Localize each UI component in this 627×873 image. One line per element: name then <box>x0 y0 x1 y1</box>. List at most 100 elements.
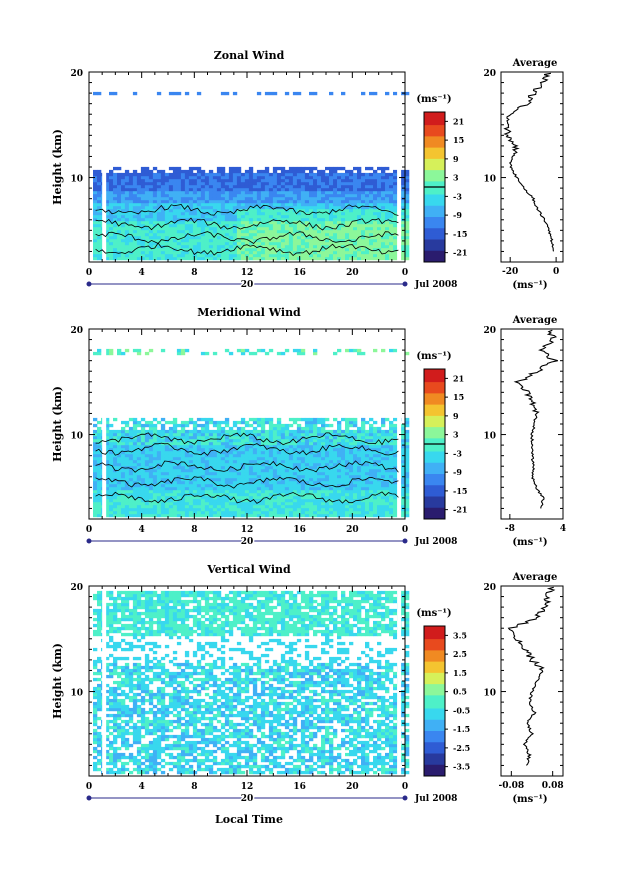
heatmap-cell <box>296 513 302 518</box>
heatmap-cell <box>184 435 190 440</box>
heatmap-cell <box>377 190 382 195</box>
heatmap-cell <box>309 253 314 258</box>
heatmap-cell <box>268 465 274 470</box>
heatmap-cell <box>304 190 310 195</box>
heatmap-cell <box>317 504 322 509</box>
heatmap-cell <box>264 510 270 515</box>
colorbar-segment <box>424 128 445 132</box>
heatmap-cell <box>117 256 122 261</box>
heatmap-cell <box>188 205 194 210</box>
heatmap-cell <box>321 429 326 434</box>
heatmap-cell <box>172 217 178 222</box>
heatmap-cell <box>200 214 206 219</box>
heatmap-cell <box>164 178 170 183</box>
heatmap-cell <box>260 217 266 222</box>
heatmap-cell <box>117 483 122 488</box>
heatmap-cell <box>244 250 250 255</box>
heatmap-cell <box>381 211 386 216</box>
heatmap-cell <box>228 513 234 518</box>
heatmap-cell <box>268 232 274 237</box>
heatmap-cell <box>164 196 170 201</box>
heatmap-cell <box>381 202 386 207</box>
heatmap-cell <box>232 471 238 476</box>
heatmap-cell <box>256 202 262 207</box>
heatmap-cell <box>160 438 166 443</box>
heatmap-cell <box>345 429 350 434</box>
heatmap-cell <box>148 441 154 446</box>
heatmap-cell <box>244 495 250 500</box>
heatmap-cell <box>140 253 146 258</box>
heatmap-cell <box>228 426 234 431</box>
colorbar-segment <box>424 172 445 175</box>
heatmap-cell <box>196 498 202 503</box>
heatmap-cell <box>292 459 298 464</box>
heatmap-cell <box>117 462 122 467</box>
heatmap-cell <box>240 193 246 198</box>
heatmap-cell <box>252 483 258 488</box>
heatmap-cell <box>357 444 362 449</box>
heatmap-cell <box>93 489 98 494</box>
heatmap-cell <box>172 193 178 198</box>
heatmap-cell <box>252 211 258 216</box>
heatmap-cell <box>160 214 166 219</box>
heatmap-cell <box>260 432 266 437</box>
heatmap-cell <box>341 513 346 518</box>
heatmap-cell <box>389 199 394 204</box>
colorbar-segment <box>424 119 445 122</box>
heatmap-cell <box>212 190 218 195</box>
heatmap-cell <box>317 444 322 449</box>
heatmap-cell <box>284 513 290 518</box>
heatmap-cell <box>97 208 102 213</box>
heatmap-cell <box>93 193 98 198</box>
heatmap-cell <box>168 486 174 491</box>
heatmap-cell <box>280 462 286 467</box>
heatmap-cell <box>280 501 286 506</box>
heatmap-cell <box>156 256 162 261</box>
heatmap-cell <box>192 507 198 512</box>
heatmap-cell <box>236 438 242 443</box>
heatmap-cell <box>272 208 278 213</box>
heatmap-cell <box>288 486 294 491</box>
heatmap-cell <box>152 241 158 246</box>
heatmap-cell <box>176 465 182 470</box>
heatmap-cell <box>152 450 158 455</box>
heatmap-cell <box>337 453 342 458</box>
heatmap-cell <box>256 199 262 204</box>
heatmap-cell <box>184 474 190 479</box>
heatmap-cell <box>361 450 366 455</box>
heatmap-cell <box>260 465 266 470</box>
heatmap-cell <box>309 247 314 252</box>
heatmap-cell <box>284 444 290 449</box>
heatmap-cell <box>180 256 186 261</box>
heatmap-cell <box>280 202 286 207</box>
heatmap-cell <box>176 175 182 180</box>
heatmap-cell <box>244 471 250 476</box>
heatmap-cell <box>224 423 230 428</box>
heatmap-cell <box>325 241 330 246</box>
heatmap-cell <box>248 456 254 461</box>
heatmap-cell <box>160 474 166 479</box>
heatmap-cell <box>204 193 210 198</box>
heatmap-cell <box>288 247 294 252</box>
heatmap-cell <box>405 208 410 213</box>
heatmap-cell <box>264 453 270 458</box>
heatmap-cell <box>97 513 102 518</box>
heatmap-cell <box>160 486 166 491</box>
heatmap-cell <box>309 504 314 509</box>
heatmap-cell <box>121 184 126 189</box>
heatmap-cell <box>300 202 306 207</box>
heatmap-cell <box>152 229 158 234</box>
heatmap-cell <box>393 250 398 255</box>
heatmap-cell <box>337 423 342 428</box>
heatmap-cell <box>152 232 158 237</box>
heatmap-cell <box>325 184 330 189</box>
heatmap-cell <box>132 250 138 255</box>
heatmap-cell <box>369 507 374 512</box>
colorbar-tick-label: -15 <box>453 229 467 239</box>
heatmap-cell <box>353 468 358 473</box>
heatmap-cell <box>176 501 182 506</box>
colorbar-segment <box>424 207 445 210</box>
heatmap-cell <box>164 217 170 222</box>
heatmap-cell <box>105 187 110 192</box>
heatmap-cell <box>109 235 114 240</box>
